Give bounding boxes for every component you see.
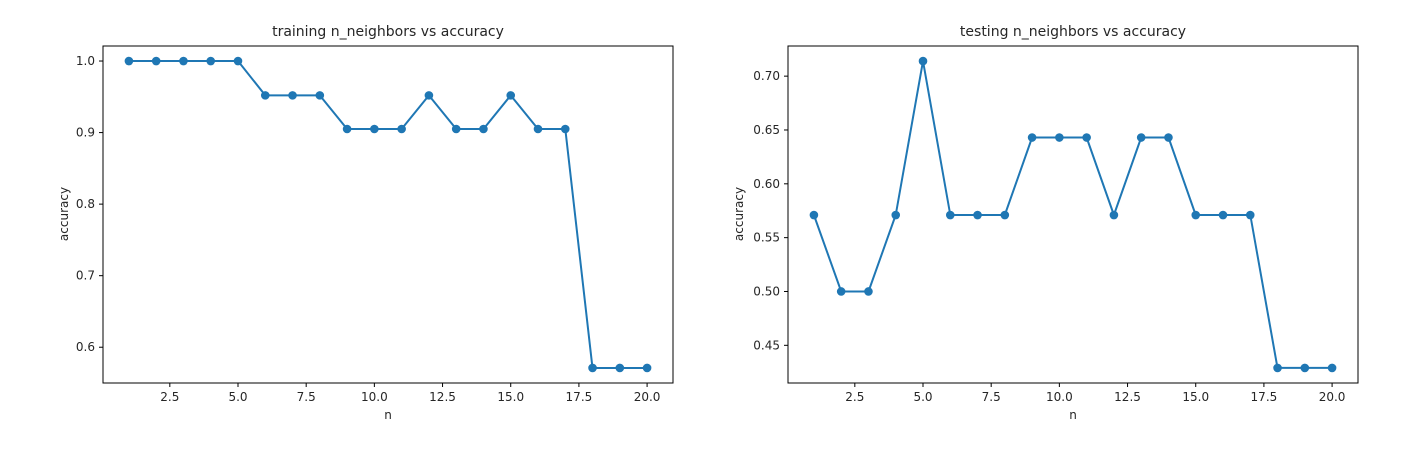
y-axis-label: accuracy <box>732 187 746 241</box>
data-point <box>588 363 597 373</box>
y-axis: 0.45 0.50 0.55 0.60 0.65 0.70 <box>753 69 788 352</box>
data-point <box>233 56 243 66</box>
data-point <box>342 124 352 134</box>
x-axis: 2.5 5.0 7.5 10.0 12.5 15.0 17.5 20.0 <box>845 383 1345 404</box>
data-point <box>1082 133 1091 142</box>
data-point <box>945 210 955 220</box>
x-axis-label: n <box>384 408 392 422</box>
x-tick-label: 5.0 <box>228 390 247 404</box>
data-point <box>836 287 846 296</box>
data-point <box>206 56 216 66</box>
data-point <box>1300 363 1310 373</box>
data-point <box>370 124 379 134</box>
data-point <box>973 210 982 220</box>
x-tick-label: 15.0 <box>1182 390 1209 404</box>
y-tick-label: 0.6 <box>76 340 95 354</box>
data-point <box>179 56 188 66</box>
data-point <box>1109 210 1119 220</box>
data-point <box>918 56 928 66</box>
plot-frame <box>787 45 1359 384</box>
y-tick-label: 0.45 <box>753 338 780 352</box>
x-tick-label: 20.0 <box>634 390 661 404</box>
data-point <box>891 210 901 220</box>
chart-title: training n_neighbors vs accuracy <box>272 24 504 40</box>
data-point <box>397 124 406 134</box>
data-point <box>642 363 652 373</box>
x-tick-label: 10.0 <box>361 390 388 404</box>
data-point <box>533 124 543 134</box>
data-point <box>615 363 625 373</box>
y-axis: 0.6 0.7 0.8 0.9 1.0 <box>76 54 103 354</box>
data-point <box>260 91 270 100</box>
training-accuracy-chart: training n_neighbors vs accuracy 2.5 5.0 7… <box>57 24 674 422</box>
y-tick-label: 1.0 <box>76 54 95 68</box>
x-tick-label: 2.5 <box>160 390 179 404</box>
plot-frame <box>102 45 674 384</box>
data-point <box>1164 133 1173 142</box>
x-tick-label: 7.5 <box>982 390 1001 404</box>
data-point <box>1136 133 1146 142</box>
data-point <box>506 91 516 100</box>
y-axis-label: accuracy <box>57 187 71 241</box>
training-accuracy-line <box>128 60 648 369</box>
data-point <box>288 91 297 100</box>
data-point <box>1055 133 1064 142</box>
testing-accuracy-line <box>812 60 1333 369</box>
x-tick-label: 5.0 <box>913 390 932 404</box>
y-tick-label: 0.8 <box>76 197 95 211</box>
x-tick-label: 15.0 <box>497 390 524 404</box>
x-tick-label: 20.0 <box>1319 390 1346 404</box>
data-point <box>424 91 434 100</box>
x-axis: 2.5 5.0 7.5 10.0 12.5 15.0 17.5 20.0 <box>160 383 660 404</box>
data-point <box>1273 363 1282 373</box>
testing-accuracy-chart: testing n_neighbors vs accuracy 2.5 5.0 7.… <box>732 24 1359 422</box>
x-tick-label: 7.5 <box>297 390 316 404</box>
testing-accuracy-markers <box>809 56 1337 373</box>
y-tick-label: 0.50 <box>753 284 780 298</box>
x-tick-label: 10.0 <box>1046 390 1073 404</box>
x-tick-label: 2.5 <box>845 390 864 404</box>
x-axis-label: n <box>1069 408 1077 422</box>
data-point <box>1245 210 1255 220</box>
training-accuracy-markers <box>124 56 652 373</box>
y-tick-label: 0.60 <box>753 177 780 191</box>
data-point <box>451 124 461 134</box>
chart-title: testing n_neighbors vs accuracy <box>960 24 1186 40</box>
data-point <box>151 56 161 66</box>
data-point <box>864 287 873 296</box>
x-tick-label: 12.5 <box>1114 390 1141 404</box>
y-tick-label: 0.7 <box>76 269 95 283</box>
y-tick-label: 0.65 <box>753 123 780 137</box>
x-tick-label: 17.5 <box>1251 390 1278 404</box>
data-point <box>1327 363 1337 373</box>
data-point <box>560 124 570 134</box>
data-point <box>479 124 488 134</box>
data-point <box>1218 210 1228 220</box>
y-tick-label: 0.9 <box>76 126 95 140</box>
data-point <box>124 56 134 66</box>
data-point <box>1000 210 1010 220</box>
data-point <box>315 91 325 100</box>
x-tick-label: 12.5 <box>429 390 456 404</box>
x-tick-label: 17.5 <box>566 390 593 404</box>
data-point <box>1027 133 1037 142</box>
data-point <box>809 210 819 220</box>
data-point <box>1191 210 1201 220</box>
y-tick-label: 0.55 <box>753 231 780 245</box>
y-tick-label: 0.70 <box>753 69 780 83</box>
